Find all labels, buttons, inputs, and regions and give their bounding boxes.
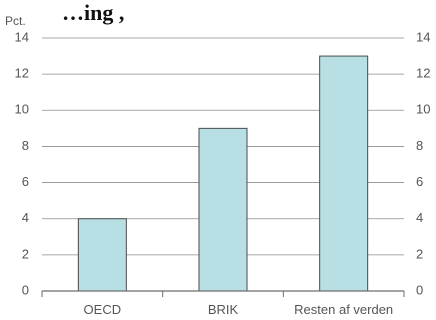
x-tick-label-brik: BRIK [208,302,239,317]
y-tick-label-left-8: 8 [22,138,29,153]
bar-brik [198,127,248,292]
y-tick-label-right-0: 0 [416,282,423,297]
axis-layer [41,290,405,297]
y-tick-label-right-14: 14 [416,29,430,44]
y-tick-label-right-4: 4 [416,210,423,225]
labels-layer: 0 0 2 2 4 4 6 6 8 8 10 10 12 12 14 14 OECD BRIK Resten af … [15,29,431,317]
bar-resten-af-verden [319,55,369,292]
y-tick-label-right-2: 2 [416,246,423,261]
y-tick-label-left-14: 14 [15,29,29,44]
y-tick-label-left-4: 4 [22,210,29,225]
y-tick-label-left-0: 0 [22,282,29,297]
x-tick-label-oecd: OECD [84,302,122,317]
y-tick-label-right-10: 10 [416,102,430,117]
y-tick-label-left-12: 12 [15,66,29,81]
y-tick-label-left-6: 6 [22,174,29,189]
y-tick-label-left-2: 2 [22,246,29,261]
x-tick-label-resten-af-verden: Resten af verden [294,302,393,317]
y-axis-unit-label: Pct. [5,14,26,28]
y-tick-label-left-10: 10 [15,102,29,117]
y-tick-label-right-6: 6 [416,174,423,189]
y-tick-label-right-12: 12 [416,66,430,81]
bars-layer [77,55,369,292]
bar-oecd [77,218,127,292]
chart-title: …ing , [62,0,124,25]
y-tick-label-right-8: 8 [416,138,423,153]
